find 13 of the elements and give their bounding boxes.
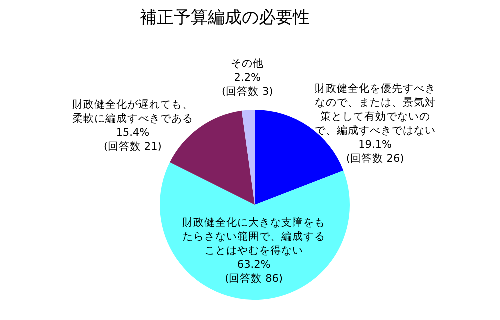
text: (回答数 21) bbox=[102, 140, 163, 154]
text: (回答数 3) bbox=[221, 84, 274, 99]
data-label: 15.4% bbox=[115, 126, 151, 140]
text: (回答数 86) bbox=[224, 272, 284, 286]
data-label: 19.1% bbox=[358, 138, 393, 152]
data-label: 2.2% bbox=[233, 70, 262, 85]
chart-title: 補正予算編成の必要性 bbox=[139, 7, 311, 29]
slice-label: その他 bbox=[230, 56, 266, 71]
slice-label: 財政健全化に大きな支障をもたらさない範囲で、編成することはやむを得ない bbox=[182, 216, 327, 258]
data-label: 63.2% bbox=[236, 258, 272, 272]
slice-label: 財政健全化が遅れても、柔軟に編成すべきである bbox=[71, 98, 194, 126]
slice-label: 財政健全化を優先すべきなので、または、景気対策として有効でないので、編成すべきではない bbox=[314, 82, 437, 138]
text: (回答数 26) bbox=[345, 152, 406, 166]
